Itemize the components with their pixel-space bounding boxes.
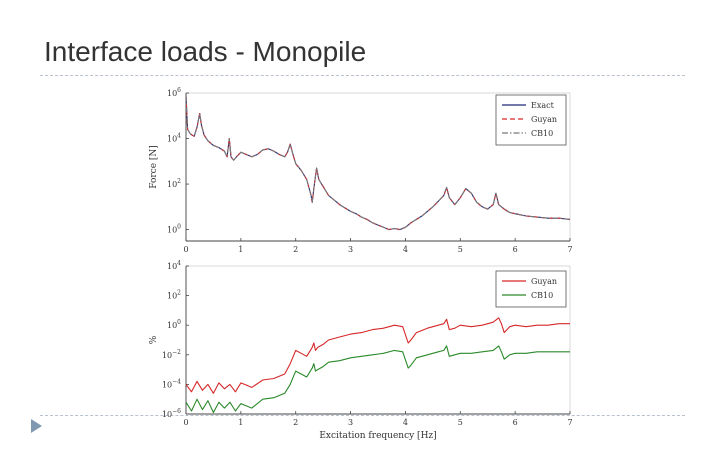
chart-error-percent: 0 1 2 3 4 5 6 710−610−410−2100102104%Excitation…: [149, 260, 573, 441]
y-tick-base: 10: [162, 410, 172, 419]
x-tick-label: 3: [348, 245, 353, 254]
x-tick-label: 2: [293, 418, 298, 427]
x-tick-label: 6: [513, 418, 518, 427]
y-tick-label: 100: [167, 224, 181, 235]
y-axis-label: %: [149, 335, 159, 344]
y-tick-exponent: 6: [177, 87, 181, 94]
x-tick-label: 7: [567, 418, 572, 427]
legend-label: CB10: [531, 129, 553, 138]
y-tick-base: 10: [167, 321, 177, 330]
legend-label: Guyan: [531, 115, 557, 124]
y-tick-base: 10: [167, 89, 177, 98]
y-tick-label: 10−4: [162, 378, 181, 389]
slide-title: Interface loads - Monopile: [44, 36, 367, 67]
series-line-cb10: [186, 95, 570, 231]
x-tick-label: 1: [238, 245, 243, 254]
legend-label: Exact: [531, 101, 555, 110]
x-tick-label: 0: [183, 418, 188, 427]
y-tick-exponent: −6: [172, 408, 181, 415]
y-tick-exponent: 4: [177, 260, 181, 267]
y-tick-exponent: −4: [172, 378, 181, 385]
y-tick-base: 10: [162, 380, 172, 389]
x-tick-label: 4: [403, 245, 408, 254]
y-tick-label: 100: [167, 319, 181, 330]
y-tick-base: 10: [162, 351, 172, 360]
y-tick-exponent: 4: [177, 133, 181, 140]
legend-label: Guyan: [531, 277, 557, 286]
y-tick-label: 10−2: [162, 349, 181, 360]
x-tick-label: 4: [403, 418, 408, 427]
x-tick-label: 0: [183, 245, 188, 254]
x-tick-label: 5: [458, 418, 463, 427]
x-tick-label: 6: [513, 245, 518, 254]
y-tick-exponent: −2: [172, 349, 181, 356]
legend-box: [495, 94, 567, 146]
y-tick-exponent: 0: [177, 224, 181, 231]
y-tick-base: 10: [167, 180, 177, 189]
x-tick-label: 7: [567, 245, 572, 254]
y-tick-exponent: 2: [177, 290, 181, 297]
y-tick-label: 102: [167, 178, 181, 189]
y-tick-exponent: 2: [177, 178, 181, 185]
y-axis-label: Force [N]: [149, 145, 159, 189]
x-tick-label: 5: [458, 245, 463, 254]
y-tick-label: 102: [167, 290, 181, 301]
y-tick-base: 10: [167, 262, 177, 271]
y-tick-base: 10: [167, 226, 177, 235]
y-tick-base: 10: [167, 292, 177, 301]
y-tick-label: 104: [167, 260, 181, 271]
footer-divider: [40, 415, 685, 416]
x-tick-label: 1: [238, 418, 243, 427]
title-divider: [40, 75, 685, 76]
x-axis-label: Excitation frequency [Hz]: [319, 431, 436, 441]
x-tick-label: 3: [348, 418, 353, 427]
series-line-guyan: [186, 317, 570, 394]
y-tick-label: 106: [167, 87, 181, 98]
series-line-cb10: [186, 345, 570, 414]
x-tick-label: 2: [293, 245, 298, 254]
legend-box: [495, 270, 567, 308]
legend-label: CB10: [531, 291, 553, 300]
y-tick-exponent: 0: [177, 319, 181, 326]
y-tick-label: 104: [167, 133, 181, 144]
y-tick-base: 10: [167, 135, 177, 144]
bullet-triangle-icon: [31, 419, 42, 433]
y-tick-label: 10−6: [162, 408, 181, 419]
